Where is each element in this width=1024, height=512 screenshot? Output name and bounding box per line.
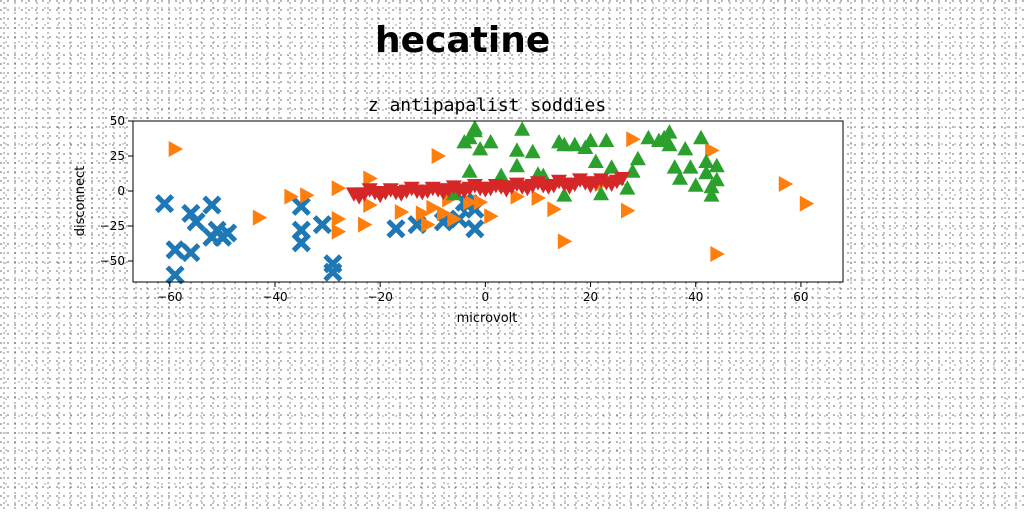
y-tick-label: 50: [110, 114, 125, 128]
chart-title: z antipapalist soddies: [368, 95, 606, 116]
y-tick-label: 25: [110, 149, 125, 163]
x-tick-label: 20: [583, 290, 598, 304]
y-axis-label: disconnect: [73, 166, 88, 236]
x-tick-label: 40: [688, 290, 703, 304]
y-tick-label: −50: [100, 254, 125, 268]
x-tick-label: −20: [368, 290, 393, 304]
x-axis: −60 −40 −20 0 20 40 60: [157, 282, 808, 304]
x-tick-label: −40: [262, 290, 287, 304]
x-axis-label: microvolt: [457, 311, 518, 326]
x-tick-label: 0: [482, 290, 490, 304]
x-tick-label: −60: [157, 290, 182, 304]
y-axis: 50 25 0 −25 −50: [100, 114, 133, 268]
y-tick-label: 0: [117, 184, 125, 198]
y-tick-label: −25: [100, 219, 125, 233]
x-tick-label: 60: [793, 290, 808, 304]
